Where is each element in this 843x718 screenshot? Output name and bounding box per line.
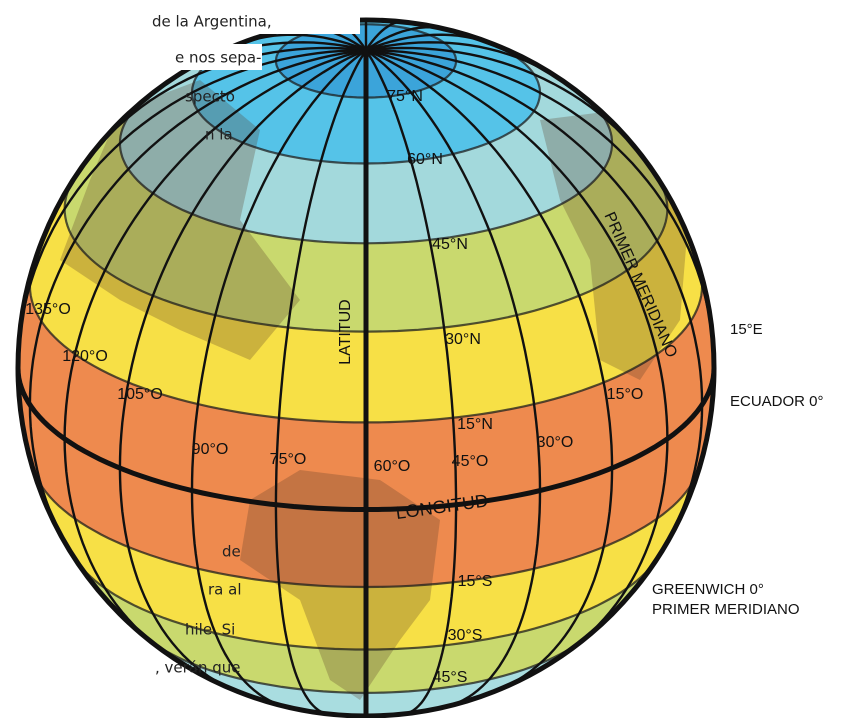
side-label: PRIMER MERIDIANO: [652, 601, 800, 618]
latitude-labels: 75°N 60°N 45°N 30°N 15°N 15°S 30°S 45°S: [387, 88, 493, 686]
latitude-label: 45°N: [432, 236, 468, 253]
paragraph-line: specto: [185, 88, 235, 106]
latitude-label: 30°N: [445, 331, 481, 348]
latitude-label: 15°S: [458, 573, 493, 590]
longitude-label: 105°O: [117, 386, 163, 403]
meridian: [365, 49, 542, 708]
longitude-label: 135°O: [25, 301, 71, 318]
longitude-labels: 135°O 120°O 105°O 90°O 75°O 60°O 45°O 30…: [25, 301, 643, 475]
meridian: [118, 48, 367, 689]
latitude-label: 15°N: [457, 416, 493, 433]
paragraph-line: ra al: [208, 581, 242, 599]
longitude-label: 15°O: [607, 386, 644, 403]
meridian: [365, 48, 614, 689]
latitude-label: 60°N: [407, 151, 443, 168]
paragraph-line: de la Argentina,: [152, 13, 272, 31]
paragraph-line: e nos sepa-: [175, 49, 261, 67]
longitude-label: 45°O: [452, 453, 489, 470]
longitude-label: 75°O: [270, 451, 307, 468]
longitude-label: 30°O: [537, 434, 574, 451]
paragraph-top: de la Argentina, e nos sepa- specto n la: [150, 8, 360, 144]
latitude-label: 75°N: [387, 88, 423, 105]
meridian: [364, 49, 458, 715]
side-label: 15°E: [730, 321, 763, 338]
longitude-label: 60°O: [374, 458, 411, 475]
landmass: [240, 470, 440, 700]
paragraph-line: de: [222, 543, 241, 561]
longitude-label: 120°O: [62, 348, 108, 365]
side-label: ECUADOR 0°: [730, 393, 824, 410]
latitude-label: 45°S: [433, 669, 468, 686]
text-backdrop: [172, 44, 262, 70]
paragraph-line: n la: [205, 126, 233, 144]
meridian: [365, 48, 669, 653]
meridian: [63, 48, 367, 653]
latitude-label: 30°S: [448, 627, 483, 644]
latitude-axis-label: LATITUD: [337, 299, 354, 364]
meridian: [274, 49, 368, 715]
paragraph-line: , verán que: [155, 659, 241, 677]
side-label: GREENWICH 0°: [652, 581, 764, 598]
meridian: [190, 49, 367, 708]
text-backdrop: [150, 8, 360, 34]
paragraph-line: hile. Si: [185, 621, 235, 639]
paragraph-bottom: de ra al hile. Si , verán que: [155, 543, 242, 677]
meridian: [28, 48, 367, 560]
longitude-label: 90°O: [192, 441, 229, 458]
meridian: [365, 48, 704, 560]
